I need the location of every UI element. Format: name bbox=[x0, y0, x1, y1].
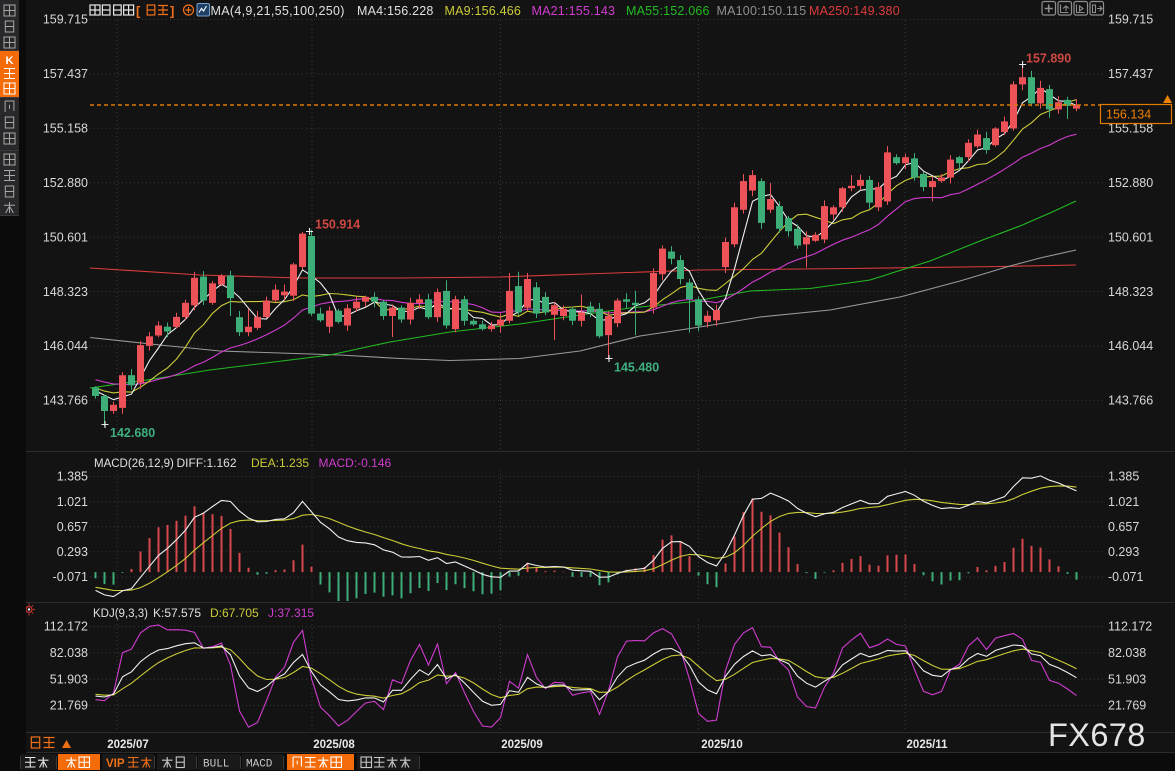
svg-text:MA(4,9,21,55,100,250): MA(4,9,21,55,100,250) bbox=[211, 4, 345, 18]
svg-text:DIFF:1.162: DIFF:1.162 bbox=[177, 456, 237, 470]
svg-text:1.021: 1.021 bbox=[1108, 495, 1139, 509]
svg-text:MA55:152.066: MA55:152.066 bbox=[626, 4, 710, 18]
svg-text:1.385: 1.385 bbox=[1108, 470, 1139, 484]
svg-text:[: [ bbox=[136, 4, 141, 19]
svg-text:157.437: 157.437 bbox=[43, 67, 88, 81]
svg-text:]: ] bbox=[170, 4, 174, 19]
svg-text:155.158: 155.158 bbox=[43, 122, 88, 136]
svg-text:143.766: 143.766 bbox=[43, 394, 88, 408]
svg-text:143.766: 143.766 bbox=[1108, 394, 1153, 408]
svg-text:0.657: 0.657 bbox=[57, 520, 88, 534]
svg-text:156.134: 156.134 bbox=[1106, 108, 1151, 122]
svg-text:1.021: 1.021 bbox=[57, 495, 88, 509]
svg-text:148.323: 148.323 bbox=[43, 285, 88, 299]
svg-text:159.715: 159.715 bbox=[43, 13, 88, 27]
svg-text:157.437: 157.437 bbox=[1108, 67, 1153, 81]
svg-text:DEA:1.235: DEA:1.235 bbox=[251, 456, 309, 470]
svg-text:2025/08: 2025/08 bbox=[313, 739, 355, 751]
svg-text:146.044: 146.044 bbox=[43, 339, 88, 353]
svg-text:0.657: 0.657 bbox=[1108, 520, 1139, 534]
svg-text:-0.071: -0.071 bbox=[1108, 570, 1143, 584]
svg-text:2025/11: 2025/11 bbox=[907, 739, 949, 751]
svg-text:150.601: 150.601 bbox=[43, 230, 88, 244]
svg-text:150.601: 150.601 bbox=[1108, 230, 1153, 244]
svg-text:-0.071: -0.071 bbox=[53, 570, 88, 584]
svg-text:150.914: 150.914 bbox=[315, 218, 360, 232]
svg-text:K: K bbox=[6, 55, 14, 67]
svg-text:FX678: FX678 bbox=[1048, 717, 1146, 753]
svg-text:2025/10: 2025/10 bbox=[701, 739, 743, 751]
svg-text:82.038: 82.038 bbox=[1108, 646, 1146, 660]
svg-text:MACD(26,12,9): MACD(26,12,9) bbox=[94, 458, 174, 470]
svg-text:0.293: 0.293 bbox=[57, 545, 88, 559]
svg-text:MA100:150.115: MA100:150.115 bbox=[717, 4, 807, 18]
svg-text:K:57.575: K:57.575 bbox=[153, 606, 201, 620]
svg-text:51.903: 51.903 bbox=[50, 672, 88, 686]
svg-text:VIP: VIP bbox=[106, 758, 125, 770]
svg-text:MACD: MACD bbox=[246, 759, 273, 771]
svg-text:MA250:149.380: MA250:149.380 bbox=[809, 4, 900, 18]
svg-text:0.293: 0.293 bbox=[1108, 545, 1139, 559]
svg-text:MACD:-0.146: MACD:-0.146 bbox=[319, 456, 392, 470]
svg-text:148.323: 148.323 bbox=[1108, 285, 1153, 299]
svg-text:BULL: BULL bbox=[203, 759, 229, 771]
svg-text:2025/07: 2025/07 bbox=[107, 739, 149, 751]
svg-text:152.880: 152.880 bbox=[43, 176, 88, 190]
svg-text:MA21:155.143: MA21:155.143 bbox=[532, 4, 616, 18]
svg-text:157.890: 157.890 bbox=[1026, 52, 1071, 66]
svg-text:21.769: 21.769 bbox=[1108, 699, 1146, 713]
svg-text:MA4:156.228: MA4:156.228 bbox=[357, 4, 434, 18]
svg-text:112.172: 112.172 bbox=[44, 620, 88, 634]
svg-text:152.880: 152.880 bbox=[1108, 176, 1153, 190]
svg-text:21.769: 21.769 bbox=[50, 699, 88, 713]
svg-text:2025/09: 2025/09 bbox=[501, 739, 543, 751]
svg-text:1.385: 1.385 bbox=[57, 470, 88, 484]
svg-text:KDJ(9,3,3): KDJ(9,3,3) bbox=[93, 608, 148, 620]
svg-text:MA9:156.466: MA9:156.466 bbox=[445, 4, 522, 18]
svg-text:145.480: 145.480 bbox=[614, 361, 659, 375]
svg-text:112.172: 112.172 bbox=[1108, 620, 1152, 634]
svg-text:51.903: 51.903 bbox=[1108, 672, 1146, 686]
svg-text:146.044: 146.044 bbox=[1108, 339, 1153, 353]
svg-text:D:67.705: D:67.705 bbox=[210, 606, 259, 620]
svg-text:155.158: 155.158 bbox=[1108, 122, 1153, 136]
svg-text:159.715: 159.715 bbox=[1108, 13, 1153, 27]
svg-text:J:37.315: J:37.315 bbox=[268, 606, 314, 620]
svg-text:142.680: 142.680 bbox=[110, 426, 155, 440]
svg-text:82.038: 82.038 bbox=[50, 646, 88, 660]
